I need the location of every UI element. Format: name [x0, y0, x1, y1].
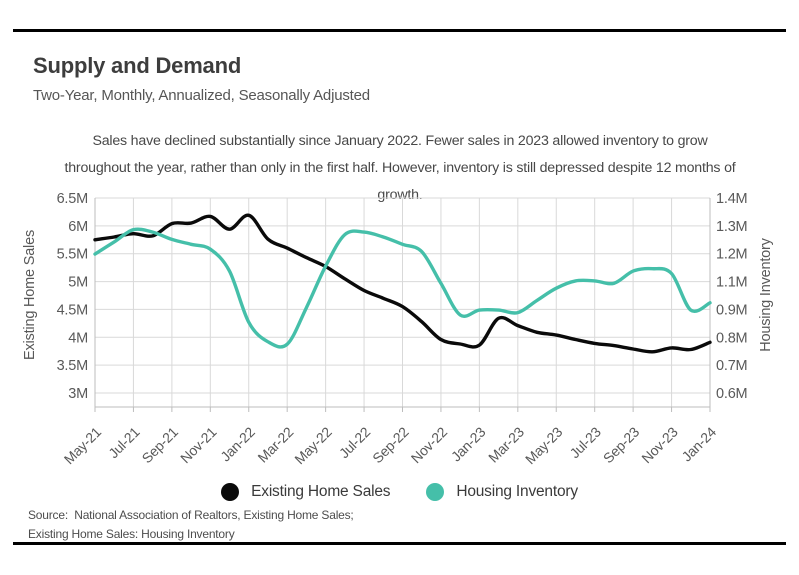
- legend-item-housing-inventory: Housing Inventory: [426, 483, 578, 501]
- x-tick-label: May-22: [291, 424, 335, 468]
- y-right-tick-label: 0.6M: [716, 386, 747, 402]
- x-tick-label: Jan-22: [217, 424, 258, 465]
- y-left-tick-label: 4.5M: [57, 302, 88, 318]
- y-left-axis-title: Existing Home Sales: [22, 230, 38, 360]
- y-left-tick-label: 5.5M: [57, 247, 88, 263]
- y-left-tick-label: 6M: [68, 219, 88, 235]
- y-right-tick-label: 1.3M: [716, 219, 747, 235]
- housing-inventory-line: [93, 227, 712, 349]
- axes: [94, 198, 711, 412]
- x-tick-label: May-21: [61, 424, 105, 468]
- source-line-1: Source: National Association of Realtors…: [28, 508, 354, 522]
- gridlines: [94, 197, 711, 407]
- y-left-tick-label: 5M: [68, 275, 88, 291]
- legend-label: Housing Inventory: [456, 483, 578, 500]
- y-right-tick-label: 1.2M: [716, 247, 747, 263]
- x-tick-label: Sep-21: [139, 424, 182, 467]
- x-tick-label: Sep-22: [369, 424, 412, 467]
- legend-item-existing-home-sales: Existing Home Sales: [221, 483, 391, 501]
- x-tick-label: Sep-23: [600, 424, 643, 467]
- chart-legend: Existing Home Sales Housing Inventory: [0, 483, 799, 501]
- page-title: Supply and Demand: [33, 53, 242, 78]
- bottom-rule: [13, 542, 786, 545]
- y-right-tick-label: 1.1M: [716, 275, 747, 291]
- housing-inventory-dot-icon: [426, 483, 445, 501]
- x-tick-label: Jul-21: [105, 424, 143, 462]
- existing-home-sales-line: [93, 213, 712, 354]
- y-right-axis-title: Housing Inventory: [758, 237, 774, 351]
- y-left-tick-label: 3.5M: [57, 358, 88, 374]
- y-right-tick-label: 1.4M: [716, 191, 747, 207]
- x-tick-label: Mar-22: [254, 424, 296, 466]
- x-tick-label: Jul-22: [336, 424, 374, 462]
- y-right-tick-label: 0.9M: [716, 302, 747, 318]
- x-tick-label: Jan-23: [448, 424, 489, 465]
- page-subtitle: Two-Year, Monthly, Annualized, Seasonall…: [33, 87, 370, 104]
- chart-description: Sales have declined substantially since …: [64, 133, 736, 203]
- x-tick-label: Jul-23: [566, 424, 604, 462]
- legend-label: Existing Home Sales: [251, 483, 391, 500]
- y-right-tick-label: 0.8M: [716, 330, 747, 346]
- y-left-tick-label: 4M: [68, 330, 88, 346]
- y-right-tick-label: 0.7M: [716, 358, 747, 374]
- existing-home-sales-dot-icon: [221, 483, 240, 501]
- y-left-tick-label: 3M: [68, 386, 88, 402]
- source-line-2: Existing Home Sales: Housing Inventory: [28, 527, 235, 541]
- x-tick-label: Nov-23: [638, 424, 681, 467]
- x-tick-label: Mar-23: [485, 424, 527, 466]
- y-left-tick-label: 6.5M: [57, 191, 88, 207]
- x-tick-label: Nov-21: [177, 424, 220, 467]
- supply-demand-chart: 6.5M 6M 5.5M 5M 4.5M 4M 3.5M 3M 1.4M 1.3M 1.2M 1.1M…: [22, 191, 774, 468]
- x-tick-label: Nov-22: [408, 424, 451, 467]
- top-rule: [13, 29, 786, 32]
- x-tick-label: May-23: [522, 424, 566, 468]
- x-tick-label: Jan-24: [678, 424, 719, 465]
